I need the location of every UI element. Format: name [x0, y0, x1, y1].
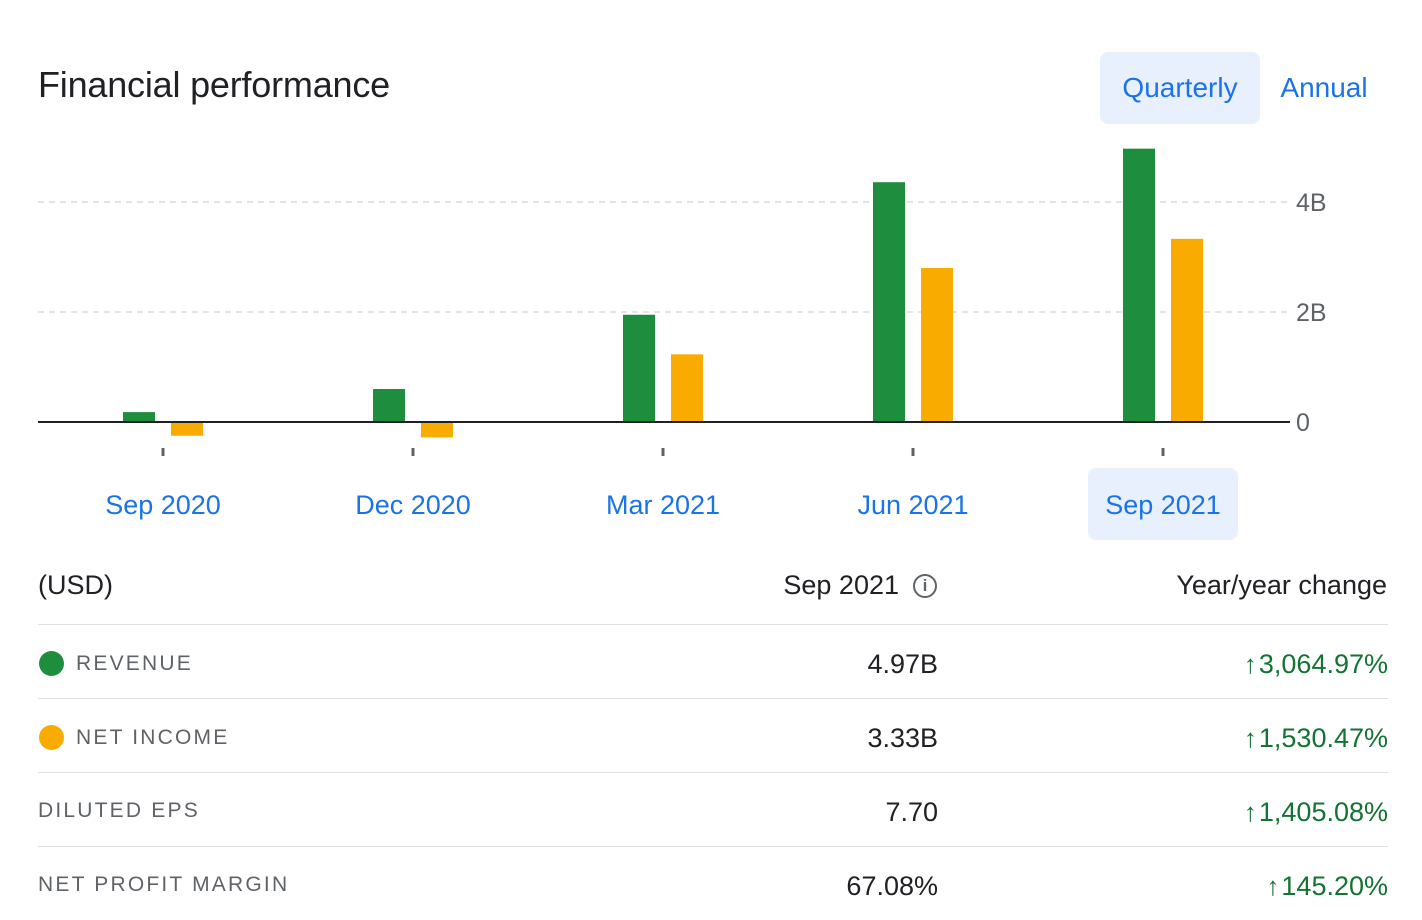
x-tick-label-0[interactable]: Sep 2020 — [105, 490, 221, 520]
period-header: Sep 2021 i — [783, 570, 937, 601]
x-tick-label-4[interactable]: Sep 2021 — [1105, 490, 1221, 520]
bar-net-income-2 — [671, 354, 703, 422]
financials-table: REVENUE 4.97B ↑ 3,064.97% NET INCOME 3.33B ↑ 1,… — [38, 624, 1388, 920]
legend-dot-icon — [39, 725, 64, 750]
metric-change-text: 3,064.97% — [1258, 649, 1388, 679]
metric-label: NET INCOME — [38, 725, 229, 750]
x-tick-label-1[interactable]: Dec 2020 — [355, 490, 471, 520]
quarterly-toggle-button[interactable]: Quarterly — [1100, 52, 1260, 124]
metric-change-text: 1,405.08% — [1258, 797, 1388, 827]
info-icon[interactable]: i — [913, 573, 937, 598]
annual-toggle-button[interactable]: Annual — [1280, 72, 1368, 103]
y-tick-label-1: 2B — [1296, 299, 1327, 327]
table-row: NET INCOME 3.33B ↑ 1,530.47% — [38, 698, 1388, 772]
metric-change: ↑ 3,064.97% — [1244, 649, 1388, 680]
metric-value: 7.70 — [885, 797, 938, 827]
metric-change-text: 145.20% — [1281, 871, 1388, 901]
currency-label: (USD) — [38, 570, 113, 600]
bar-net-income-3 — [921, 268, 953, 422]
bar-net-income-4 — [1171, 238, 1203, 422]
page-title: Financial performance — [38, 64, 390, 105]
arrow-up-icon: ↑ — [1243, 797, 1257, 827]
metric-change: ↑ 1,530.47% — [1244, 723, 1388, 754]
arrow-up-icon: ↑ — [1266, 871, 1280, 901]
y-tick-label-0: 0 — [1296, 409, 1310, 437]
x-tick-label-2[interactable]: Mar 2021 — [606, 490, 720, 520]
table-row: NET PROFIT MARGIN 67.08% ↑ 145.20% — [38, 846, 1388, 920]
bar-net-income-1 — [421, 422, 453, 438]
legend-dot-icon — [39, 651, 64, 676]
metric-label: DILUTED EPS — [38, 799, 200, 823]
table-row: DILUTED EPS 7.70 ↑ 1,405.08% — [38, 772, 1388, 846]
metric-label-text: REVENUE — [76, 651, 193, 675]
metric-label-text: NET PROFIT MARGIN — [38, 873, 290, 896]
bar-revenue-1 — [373, 389, 405, 422]
selected-period-highlight — [1088, 468, 1238, 540]
bar-revenue-2 — [623, 314, 655, 422]
metric-label-text: DILUTED EPS — [38, 799, 200, 822]
metric-change-text: 1,530.47% — [1258, 723, 1388, 753]
metric-value: 4.97B — [867, 649, 938, 679]
metric-label: NET PROFIT MARGIN — [38, 873, 289, 897]
period-header-label: Sep 2021 — [783, 570, 899, 600]
x-tick-label-3[interactable]: Jun 2021 — [857, 490, 968, 520]
financial-bar-chart: 0 2B 4B Sep 2020 Dec 2020 Mar 2021 Jun 2021 Sep… — [38, 148, 1327, 540]
bar-revenue-0 — [123, 412, 155, 422]
metric-value: 3.33B — [867, 723, 938, 753]
y-tick-label-2: 4B — [1296, 189, 1327, 217]
metric-label: REVENUE — [38, 651, 193, 676]
arrow-up-icon: ↑ — [1243, 723, 1257, 753]
metric-change: ↑ 1,405.08% — [1244, 797, 1388, 828]
table-row: REVENUE 4.97B ↑ 3,064.97% — [38, 624, 1388, 698]
metric-value: 67.08% — [846, 871, 938, 901]
bar-net-income-0 — [171, 422, 203, 436]
change-header: Year/year change — [1176, 570, 1387, 600]
metric-change: ↑ 145.20% — [1266, 871, 1388, 902]
bar-revenue-3 — [873, 182, 905, 422]
metric-label-text: NET INCOME — [76, 725, 230, 749]
bar-revenue-4 — [1123, 148, 1155, 422]
arrow-up-icon: ↑ — [1243, 649, 1257, 679]
